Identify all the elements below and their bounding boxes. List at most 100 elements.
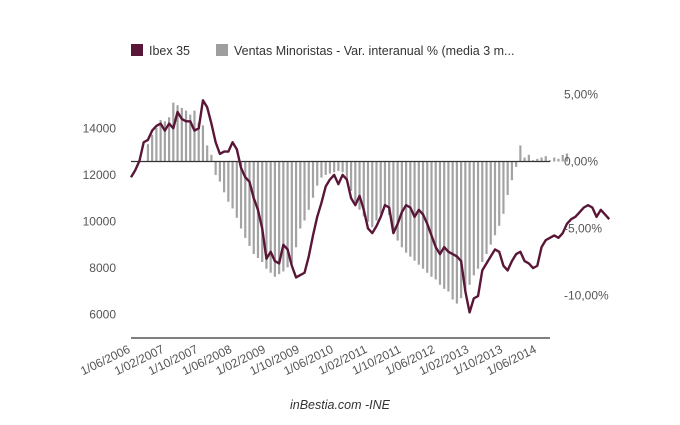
- ventas-bar: [388, 161, 391, 216]
- ventas-bar: [451, 161, 454, 300]
- ventas-bar: [223, 161, 226, 193]
- ventas-bar: [557, 158, 560, 162]
- ventas-bar: [316, 161, 319, 186]
- ventas-bar: [239, 161, 243, 229]
- ventas-bar: [244, 161, 247, 238]
- ventas-bar: [324, 161, 327, 175]
- ventas-bar: [218, 161, 221, 182]
- ventas-bar: [485, 161, 488, 254]
- right-tick-label: -10,00%: [564, 289, 609, 303]
- ventas-bar: [438, 161, 442, 285]
- ventas-bar: [261, 161, 264, 263]
- ventas-bar: [443, 161, 446, 289]
- ventas-bar: [544, 156, 547, 162]
- ventas-bar: [400, 161, 403, 248]
- ventas-bar: [468, 161, 471, 285]
- ventas-bar: [430, 161, 433, 277]
- ventas-bar: [282, 161, 285, 272]
- ventas-bar: [286, 161, 289, 268]
- ventas-bar: [493, 161, 497, 236]
- x-axis-ticks: 1/06/20061/02/20071/10/20071/06/20081/02…: [78, 342, 539, 378]
- ventas-bar: [265, 161, 268, 269]
- ventas-bar: [553, 157, 556, 162]
- ventas-bar: [417, 161, 420, 265]
- ventas-bar: [214, 161, 217, 175]
- ventas-bar: [519, 145, 522, 162]
- ventas-bar: [515, 161, 518, 167]
- ventas-bar: [379, 161, 382, 214]
- ventas-bar: [269, 161, 272, 273]
- ventas-bar: [290, 161, 293, 264]
- ventas-bar: [540, 157, 543, 162]
- ventas-bar: [498, 161, 501, 226]
- left-tick-label: 6000: [89, 308, 116, 322]
- ventas-bar: [303, 161, 306, 221]
- ventas-bar: [159, 119, 162, 162]
- ventas-bar: [333, 161, 336, 173]
- ventas-bar: [358, 161, 361, 210]
- ventas-bar: [273, 161, 276, 277]
- legend-label-ventas: Ventas Minoristas - Var. interanual % (m…: [234, 44, 514, 58]
- right-axis-ticks: 5,00% 0,00% -5,00% -10,00%: [564, 88, 609, 303]
- ventas-bar: [502, 161, 505, 214]
- ventas-bar: [210, 154, 213, 162]
- ventas-bar: [172, 102, 175, 162]
- legend: Ibex 35 Ventas Minoristas - Var. interan…: [131, 44, 514, 58]
- ventas-bar: [481, 161, 484, 263]
- ventas-bar: [434, 161, 437, 280]
- source-credit: inBestia.com -INE: [290, 398, 391, 412]
- ventas-bar: [413, 161, 416, 261]
- ventas-bar: [354, 161, 357, 202]
- left-tick-label: 12000: [83, 168, 117, 182]
- ventas-bar: [197, 122, 200, 162]
- ventas-bar: [366, 161, 370, 222]
- ventas-bar: [184, 110, 188, 162]
- ventas-bar: [561, 154, 564, 162]
- ventas-bar: [278, 161, 281, 275]
- ventas-bar: [460, 161, 463, 299]
- ventas-bar: [426, 161, 429, 273]
- ventas-bar: [189, 114, 192, 162]
- ventas-bar: [472, 161, 475, 276]
- ventas-bar: [235, 161, 238, 218]
- ventas-bar: [506, 161, 509, 196]
- ventas-bar: [489, 161, 492, 245]
- ventas-bar: [227, 161, 230, 202]
- ventas-bar: [201, 125, 205, 162]
- ventas-bar: [252, 161, 255, 254]
- ventas-bar: [167, 117, 171, 162]
- ventas-bar: [311, 161, 315, 198]
- ventas-bar: [476, 161, 480, 269]
- ventas-bar: [510, 161, 514, 181]
- ventas-bar: [565, 153, 569, 162]
- ventas-bar: [299, 161, 302, 229]
- ventas-bar: [176, 105, 179, 162]
- ventas-bar: [527, 154, 530, 162]
- ventas-bar: [349, 161, 353, 191]
- legend-swatch-ibex35: [131, 44, 143, 56]
- ventas-bar: [375, 161, 378, 221]
- left-axis-ticks: 6000 8000 10000 12000 14000: [83, 121, 117, 321]
- ventas-bar: [464, 161, 467, 291]
- axes: [131, 160, 550, 339]
- ventas-bar: [341, 161, 344, 173]
- ventas-bar: [536, 158, 539, 162]
- ventas-bar: [392, 161, 395, 229]
- ventas-bar: [531, 160, 535, 162]
- ventas-bar: [146, 144, 150, 162]
- ventas-bar: [151, 134, 154, 162]
- ventas-bar: [231, 161, 234, 209]
- ventas-bar: [447, 161, 450, 292]
- ventas-bar: [248, 161, 251, 246]
- ibex35-line: [129, 99, 611, 314]
- right-tick-label: 0,00%: [564, 155, 598, 169]
- ventas-bar: [396, 161, 399, 241]
- ventas-bar: [345, 161, 348, 179]
- ventas-bar: [180, 107, 183, 162]
- legend-label-ibex35: Ibex 35: [149, 44, 190, 58]
- legend-swatch-ventas: [216, 44, 228, 56]
- ventas-bar: [307, 161, 310, 210]
- ventas-bar: [523, 157, 526, 162]
